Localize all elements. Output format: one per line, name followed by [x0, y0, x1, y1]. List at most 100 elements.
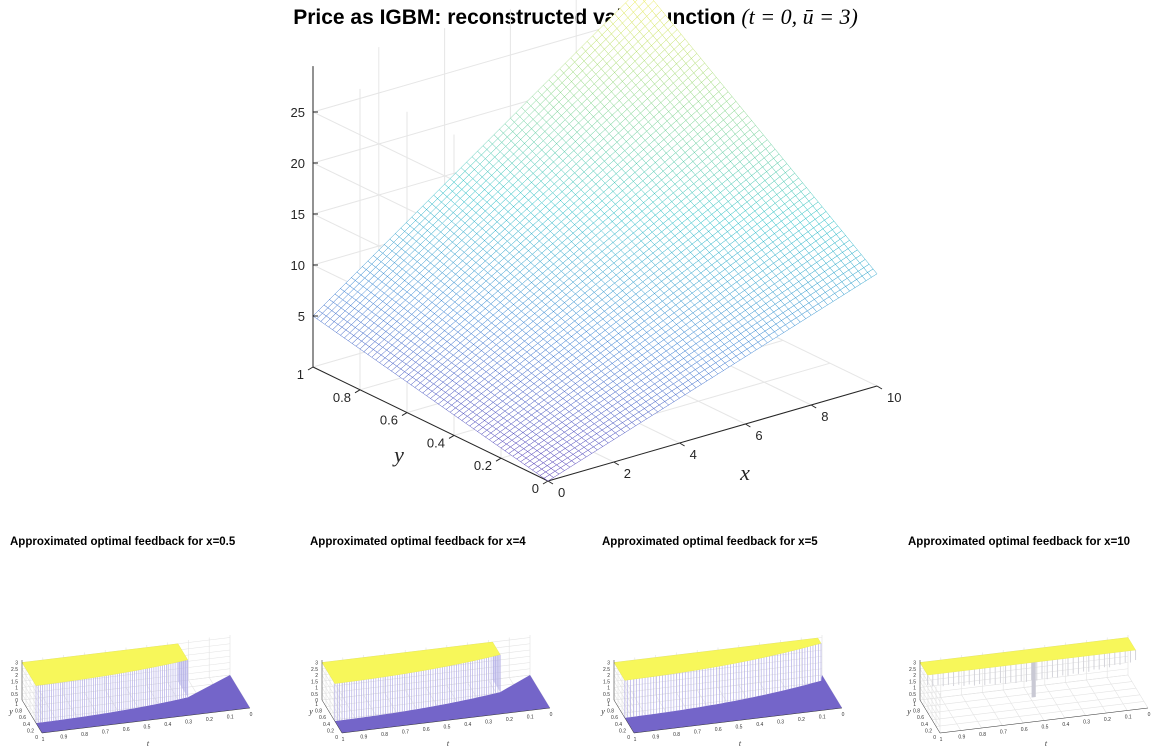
sub-grid-t-floor — [1002, 689, 1024, 724]
y-axis-label: y — [906, 707, 911, 716]
sub-grid-t-floor — [1086, 679, 1107, 714]
t-tick-label: 0.1 — [819, 715, 826, 721]
z-tick-label: 5 — [298, 309, 305, 324]
x-tick-mark — [547, 480, 554, 485]
sub-grid-y-floor — [923, 681, 1133, 707]
y-axis-line — [919, 699, 941, 734]
t-tick-label: 0 — [842, 712, 845, 718]
t-tick-label: 0.3 — [485, 720, 492, 726]
x-tick-mark — [745, 423, 751, 428]
upper-region — [21, 643, 189, 686]
t-axis-line — [41, 707, 251, 734]
z-tick-label: 2.5 — [11, 667, 18, 673]
y-tick-mark — [354, 389, 361, 394]
y-tick-label: 0 — [35, 735, 38, 741]
t-tick-label: 0.3 — [1083, 720, 1090, 726]
feedback-surface — [21, 643, 250, 733]
value-surface — [312, 0, 878, 482]
subplot-title: Approximated optimal feedback for x=0.5 — [10, 536, 236, 548]
y-axis-line — [613, 699, 635, 734]
x-tick-label: 0 — [558, 485, 565, 500]
z-tick-label: 0 — [315, 698, 318, 704]
t-tick-label: 0.2 — [1104, 717, 1111, 723]
t-tick-label: 0.9 — [360, 735, 367, 741]
y-tick-label: 0.8 — [913, 709, 920, 715]
subplot-title: Approximated optimal feedback for x=4 — [310, 536, 526, 548]
y-tick-label: 1 — [315, 702, 318, 708]
z-tick-label: 1.5 — [909, 679, 916, 685]
feedback-subplot-x-5: Approximated optimal feedback for x=51 0.… — [600, 536, 845, 748]
y-tick-label: 0 — [933, 735, 936, 741]
y-tick-label: 0.8 — [607, 709, 614, 715]
y-tick-label: 0.4 — [323, 722, 330, 728]
y-tick-label: 0.4 — [427, 435, 445, 450]
x-tick-label: 4 — [690, 447, 697, 462]
y-tick-label: 0 — [532, 481, 539, 496]
y-tick-label: 0 — [335, 735, 338, 741]
z-tick-label: 2 — [607, 673, 610, 679]
t-tick-label: 0.9 — [652, 735, 659, 741]
t-tick-label: 0.4 — [464, 722, 471, 728]
y-tick-label: 0.6 — [611, 715, 618, 721]
sub-grid-t-floor — [1044, 684, 1066, 719]
x-tick-mark — [876, 385, 883, 390]
y-tick-mark — [401, 412, 408, 417]
y-tick-label: 0.2 — [474, 458, 492, 473]
t-tick-label: 0.7 — [402, 730, 409, 736]
t-tick-label: 0.3 — [185, 720, 192, 726]
sub-grid-y-floor — [927, 687, 1137, 714]
z-tick-label: 0 — [15, 698, 18, 704]
z-tick-label: 15 — [291, 207, 305, 222]
z-tick-label: 0.5 — [603, 692, 610, 698]
subplot-axes — [613, 660, 843, 734]
y-tick-label: 1 — [15, 702, 18, 708]
x-axis-label: x — [739, 460, 750, 485]
subplot-axes — [321, 660, 551, 734]
z-tick-label: 3 — [315, 661, 318, 667]
sub-grid-t-floor — [940, 697, 962, 731]
y-tick-label: 0.2 — [327, 728, 334, 734]
y-tick-label: 1 — [607, 702, 610, 708]
t-tick-label: 0.9 — [958, 735, 965, 741]
y-tick-label: 0.8 — [15, 709, 22, 715]
subplot-axes — [919, 660, 1149, 734]
y-tick-label: 0.8 — [315, 709, 322, 715]
feedback-surface — [613, 637, 842, 733]
t-tick-label: 0.7 — [102, 730, 109, 736]
subplot-axes — [21, 660, 251, 734]
sub-grid-t-floor — [1023, 687, 1045, 721]
t-tick-label: 1 — [634, 737, 637, 743]
y-tick-mark — [448, 434, 455, 439]
z-tick-label: 0.5 — [909, 692, 916, 698]
t-tick-label: 0.8 — [381, 732, 388, 738]
z-tick-label: 1 — [913, 686, 916, 692]
z-tick-label: 0 — [913, 698, 916, 704]
sub-grid-t-floor — [961, 694, 982, 729]
t-tick-label: 0.2 — [506, 717, 513, 723]
z-tick-label: 1.5 — [11, 679, 18, 685]
y-tick-label: 0.6 — [380, 413, 398, 428]
t-tick-label: 0.9 — [60, 735, 67, 741]
y-tick-label: 0 — [627, 735, 630, 741]
y-axis-label: y — [308, 707, 313, 716]
t-tick-label: 0 — [250, 712, 253, 718]
t-tick-label: 0.7 — [1000, 730, 1007, 736]
t-tick-label: 0.6 — [423, 727, 430, 733]
sub-grid-y-floor — [919, 674, 1129, 701]
sub-grid-y-floor — [613, 674, 823, 701]
z-tick-label: 2.5 — [311, 667, 318, 673]
lower-region — [36, 675, 250, 733]
lower-region — [334, 675, 550, 733]
z-tick-label: 10 — [291, 258, 305, 273]
feedback-surface — [919, 637, 1137, 698]
main-axes — [312, 66, 878, 482]
z-tick-label: 2 — [15, 673, 18, 679]
z-tick-label: 1 — [315, 686, 318, 692]
t-tick-label: 0.5 — [144, 725, 151, 731]
t-tick-label: 1 — [342, 737, 345, 743]
feedback-subplot-x-0.5: Approximated optimal feedback for x=0.5 1… — [8, 536, 253, 748]
feedback-subplot-x-4: Approximated optimal feedback for x=41 0.… — [308, 536, 552, 748]
y-tick-label: 0.8 — [333, 390, 351, 405]
y-tick-label: 0.4 — [615, 722, 622, 728]
